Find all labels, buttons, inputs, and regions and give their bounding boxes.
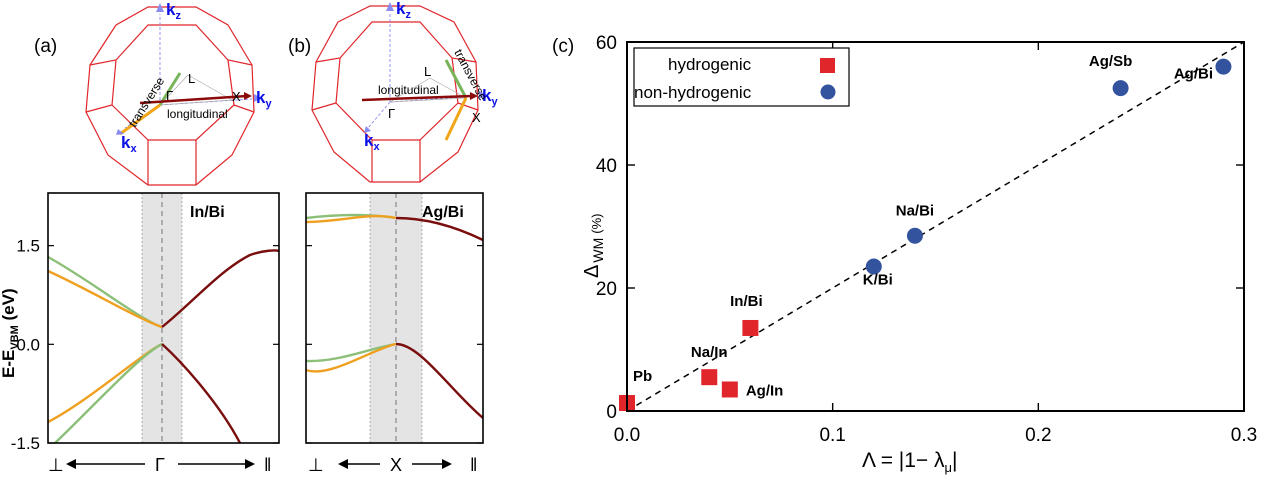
bz-a-kz-label: kz <box>166 0 181 22</box>
x-tick-label: 0.2 <box>1025 425 1051 446</box>
legend-label-hydrogenic: hydrogenic <box>668 55 752 74</box>
band-a-cb-darkred <box>161 249 280 328</box>
x-tick-label: 0.1 <box>819 425 845 446</box>
bz-b-point-L: L <box>424 64 431 79</box>
y-axis-label: ΔWM(%) <box>581 214 606 278</box>
point-label: Na/In <box>691 344 728 361</box>
panel-b-label: (b) <box>288 36 311 57</box>
bz-a-edge-top <box>89 24 253 66</box>
point-label: Ag/In <box>746 382 784 399</box>
point-ag-sb <box>1112 80 1129 97</box>
bz-a-point-gamma: Γ <box>166 88 173 103</box>
bz-a-point-L: L <box>188 71 195 86</box>
legend-marker-nonhydrogenic <box>820 84 836 100</box>
point-na-bi <box>906 227 923 244</box>
band-a-x-center: Γ <box>155 455 165 475</box>
bz-a-longitudinal-arrowhead <box>244 92 252 100</box>
band-a-ytick-label: 1.5 <box>16 237 40 256</box>
bz-b-kz-label: kz <box>396 0 411 21</box>
point-label: In/Bi <box>730 293 763 310</box>
brillouin-zone-b: kz ky kx L Γ X transverse longitudinal <box>311 0 498 183</box>
point-label: Ag/Bi <box>1174 66 1213 83</box>
bz-a-edges <box>85 6 255 186</box>
band-b-x-right: ‖ <box>470 455 477 475</box>
brillouin-zone-a: kz ky kx L Γ X transverse longitudinal <box>85 0 272 186</box>
band-b-cb-orange <box>305 214 397 224</box>
bz-b-longitudinal-text: longitudinal <box>378 83 439 97</box>
scatter-chart: 0.0 0.1 0.2 0.3 0 20 40 60 Pb Na/In Ag/In In/Bi K/B… <box>581 33 1257 475</box>
bz-b-ky-label: ky <box>482 86 498 108</box>
chart-marks: Pb Na/In Ag/In In/Bi K/Bi Na/Bi Ag/Sb Ag/Bi <box>619 53 1232 412</box>
bz-a-point-X: X <box>232 89 241 104</box>
point-ag-bi <box>1215 58 1232 75</box>
bz-a-longitudinal-arrow <box>139 94 248 105</box>
x-axis-label: Λ = |1− λμ| <box>862 449 958 475</box>
band-a-ytick-label: -1.5 <box>11 434 40 453</box>
band-b-cb-darkred <box>395 216 484 242</box>
bz-a-transverse-arrow-2 <box>119 103 161 136</box>
bz-b-kx-axis <box>367 101 391 129</box>
bz-b-edges <box>311 5 479 183</box>
legend-marker-hydrogenic <box>820 58 835 73</box>
band-a-vb-green <box>54 342 163 444</box>
band-b-frame <box>305 192 484 444</box>
bz-a-transverse-arrow <box>158 72 182 106</box>
bz-b-point-X: X <box>472 110 481 125</box>
x-tick-label: 0.0 <box>614 425 640 446</box>
chart-frame <box>626 41 1245 412</box>
band-b-system-label: Ag/Bi <box>422 204 464 221</box>
y-tick-label: 60 <box>596 33 617 54</box>
band-a-cb-orange <box>47 269 163 329</box>
band-a-ylabel: E-EVBM (eV) <box>0 288 21 378</box>
bz-a-kx-label: kx <box>121 133 137 155</box>
bz-b-kx-label: kx <box>364 131 380 153</box>
y-tick-label: 0 <box>606 402 617 423</box>
panel-a-label: (a) <box>34 36 57 57</box>
band-a-ytick-label: 0.0 <box>16 335 40 354</box>
band-b-x-center: X <box>390 455 402 475</box>
bz-a-longitudinal-text: longitudinal <box>167 107 228 121</box>
band-a-x-right: ‖ <box>264 455 271 475</box>
band-a-x-left: ⊥ <box>48 455 64 475</box>
band-b-yticks <box>306 245 483 444</box>
legend-box <box>633 47 850 107</box>
y-tick-label: 20 <box>596 279 617 300</box>
band-a-system-label: In/Bi <box>190 204 225 221</box>
x-tick-label: 0.3 <box>1231 425 1257 446</box>
chart-ticks: 0.0 0.1 0.2 0.3 0 20 40 60 <box>596 33 1257 446</box>
bz-b-point-gamma: Γ <box>388 106 395 121</box>
band-a-frame <box>47 192 280 444</box>
fit-line-group <box>626 41 1245 412</box>
bz-b-axes <box>367 12 479 129</box>
band-b-vb-darkred <box>395 342 484 419</box>
bz-a-edge-right <box>227 59 255 113</box>
point-label: Ag/Sb <box>1089 53 1132 70</box>
point-ag-in <box>721 381 738 398</box>
band-a-vb-darkred <box>161 343 242 444</box>
bz-b-longitudinal-arrow <box>361 94 473 102</box>
point-k-bi <box>865 258 882 275</box>
band-a-yticks: 1.5 0.0 -1.5 <box>11 237 279 453</box>
point-in-bi <box>742 319 759 336</box>
bz-a-ky-label: ky <box>256 88 272 110</box>
bz-b-transverse-arrow-2 <box>444 97 468 141</box>
band-structure-a: In/Bi 1.5 0.0 -1.5 E-EVBM (eV) ⊥ Γ ‖ <box>0 192 280 475</box>
point-label: Pb <box>633 368 652 385</box>
legend-label-nonhydrogenic: non-hydrogenic <box>634 83 752 102</box>
band-structure-b: Ag/Bi ⊥ X ‖ <box>305 192 484 475</box>
panel-c-label: (c) <box>552 36 574 57</box>
band-b-vb-orange <box>305 342 397 373</box>
point-na-in <box>701 369 718 386</box>
legend: hydrogenic non-hydrogenic <box>633 47 850 107</box>
point-label: K/Bi <box>863 271 893 288</box>
band-b-x-left: ⊥ <box>308 455 324 475</box>
fit-line <box>626 41 1245 412</box>
point-label: Na/Bi <box>896 203 934 220</box>
bz-a-edge-left <box>85 59 117 113</box>
bz-b-transverse-arrow <box>444 59 468 99</box>
y-tick-label: 40 <box>596 156 617 177</box>
